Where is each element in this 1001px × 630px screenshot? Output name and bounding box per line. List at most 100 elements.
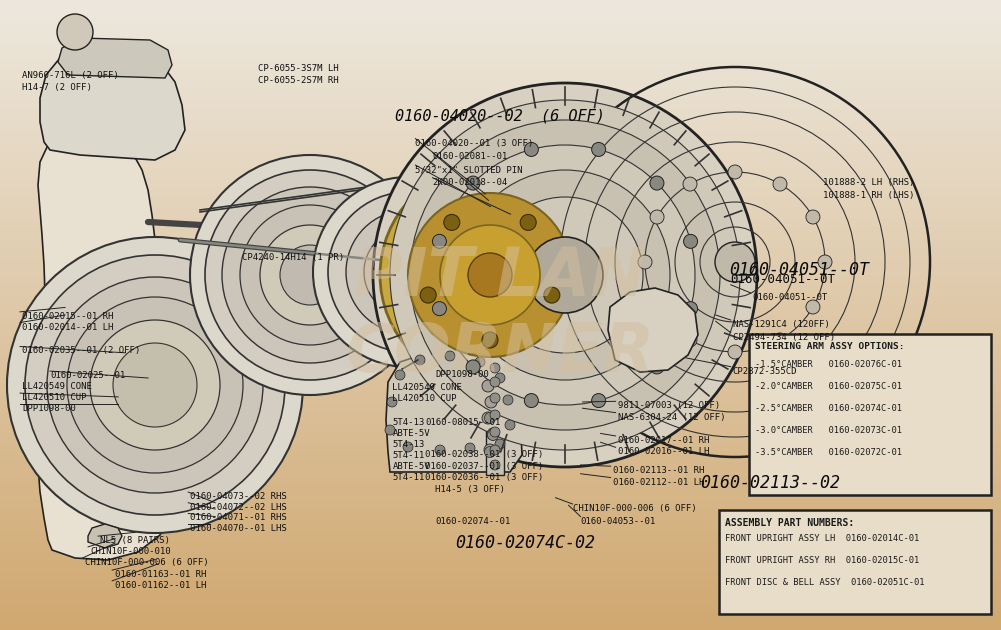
Circle shape bbox=[650, 210, 664, 224]
Circle shape bbox=[495, 439, 505, 449]
Circle shape bbox=[364, 228, 452, 316]
Text: 101888-2 LH (RHS): 101888-2 LH (RHS) bbox=[823, 178, 914, 187]
Text: NL5 (8 PAIRS): NL5 (8 PAIRS) bbox=[100, 536, 170, 545]
Polygon shape bbox=[40, 45, 185, 160]
Circle shape bbox=[67, 297, 243, 473]
Circle shape bbox=[420, 287, 436, 303]
Text: 0160-04020--01 (3 OFF): 0160-04020--01 (3 OFF) bbox=[415, 139, 534, 147]
Circle shape bbox=[684, 302, 698, 316]
Text: ABTE-5V: ABTE-5V bbox=[392, 462, 430, 471]
Text: 0160-02112--01 LH: 0160-02112--01 LH bbox=[613, 478, 704, 486]
Circle shape bbox=[380, 165, 600, 385]
Circle shape bbox=[313, 177, 503, 367]
Text: 0160-04070--01 LHS: 0160-04070--01 LHS bbox=[190, 524, 287, 533]
Circle shape bbox=[222, 187, 398, 363]
Circle shape bbox=[818, 255, 832, 269]
Text: CP-6055-2S7M RH: CP-6055-2S7M RH bbox=[258, 76, 339, 84]
Circle shape bbox=[485, 396, 497, 408]
Circle shape bbox=[435, 445, 445, 455]
Bar bbox=[749, 334, 991, 495]
Circle shape bbox=[487, 197, 643, 353]
Circle shape bbox=[638, 255, 652, 269]
Text: -2.5°CAMBER   0160-02074C-01: -2.5°CAMBER 0160-02074C-01 bbox=[755, 404, 902, 413]
Circle shape bbox=[715, 242, 755, 282]
Text: FRONT UPRIGHT ASSY LH  0160-02014C-01: FRONT UPRIGHT ASSY LH 0160-02014C-01 bbox=[725, 534, 919, 543]
Text: 0160-02113--02: 0160-02113--02 bbox=[701, 474, 841, 492]
Text: 101888-1 RH (LHS): 101888-1 RH (LHS) bbox=[823, 191, 914, 200]
Circle shape bbox=[205, 170, 415, 380]
Circle shape bbox=[490, 410, 500, 420]
Text: LL420549 CONE: LL420549 CONE bbox=[392, 383, 462, 392]
Circle shape bbox=[475, 357, 485, 367]
Circle shape bbox=[328, 192, 488, 352]
Circle shape bbox=[683, 177, 697, 191]
Text: 0160-02014--01 LH: 0160-02014--01 LH bbox=[22, 323, 113, 331]
Circle shape bbox=[484, 413, 495, 423]
Circle shape bbox=[466, 176, 480, 190]
Text: CHIN10F-000-006 (6 OFF): CHIN10F-000-006 (6 OFF) bbox=[573, 504, 697, 513]
Circle shape bbox=[408, 193, 572, 357]
Text: 0160-02036--01 (3 OFF): 0160-02036--01 (3 OFF) bbox=[425, 473, 544, 482]
Text: 0160-02025--01: 0160-02025--01 bbox=[50, 371, 125, 380]
Text: ABTE-5V: ABTE-5V bbox=[392, 429, 430, 438]
Circle shape bbox=[415, 355, 425, 365]
Circle shape bbox=[482, 380, 494, 392]
Circle shape bbox=[440, 225, 540, 325]
Circle shape bbox=[490, 393, 500, 403]
Circle shape bbox=[684, 234, 698, 248]
Bar bbox=[719, 510, 991, 614]
Circle shape bbox=[373, 83, 757, 467]
Circle shape bbox=[260, 225, 360, 325]
Circle shape bbox=[490, 363, 500, 373]
Circle shape bbox=[490, 445, 500, 455]
Polygon shape bbox=[386, 352, 522, 472]
Polygon shape bbox=[88, 524, 122, 548]
Text: 0160-01163--01 RH: 0160-01163--01 RH bbox=[115, 570, 206, 579]
Circle shape bbox=[728, 345, 742, 359]
Circle shape bbox=[390, 100, 740, 450]
Text: 0160-02038--01 (3 OFF): 0160-02038--01 (3 OFF) bbox=[425, 450, 544, 459]
Text: 0160-02081--01: 0160-02081--01 bbox=[432, 152, 508, 161]
Circle shape bbox=[443, 214, 459, 231]
Circle shape bbox=[432, 234, 446, 248]
Text: CP-6055-3S7M LH: CP-6055-3S7M LH bbox=[258, 64, 339, 73]
Text: 0160-02017--01 RH: 0160-02017--01 RH bbox=[618, 436, 709, 445]
Text: H14-5 (3 OFF): H14-5 (3 OFF) bbox=[435, 485, 506, 494]
Circle shape bbox=[482, 412, 494, 424]
Polygon shape bbox=[58, 38, 172, 78]
Text: 0160-04020--02  (6 OFF): 0160-04020--02 (6 OFF) bbox=[395, 109, 606, 124]
Circle shape bbox=[445, 351, 455, 361]
Circle shape bbox=[484, 447, 495, 457]
Text: ASSEMBLY PART NUMBERS:: ASSEMBLY PART NUMBERS: bbox=[725, 518, 854, 529]
Circle shape bbox=[25, 255, 285, 515]
Text: CHIN10F-000-006 (6 OFF): CHIN10F-000-006 (6 OFF) bbox=[85, 558, 209, 567]
Text: 0160-02015--01 RH: 0160-02015--01 RH bbox=[22, 312, 113, 321]
Text: CP4240-14H14 (1 PR): CP4240-14H14 (1 PR) bbox=[242, 253, 344, 262]
Text: FRONT UPRIGHT ASSY RH  0160-02015C-01: FRONT UPRIGHT ASSY RH 0160-02015C-01 bbox=[725, 556, 919, 565]
Text: 0160-04071--01 RHS: 0160-04071--01 RHS bbox=[190, 513, 287, 522]
Text: 2K00-02018--04: 2K00-02018--04 bbox=[432, 178, 508, 186]
Circle shape bbox=[346, 210, 470, 334]
Circle shape bbox=[47, 277, 263, 493]
Circle shape bbox=[403, 442, 413, 452]
Circle shape bbox=[382, 246, 434, 298]
Text: PIT LAN
CORNER: PIT LAN CORNER bbox=[346, 244, 655, 386]
Text: 0160-01162--01 LH: 0160-01162--01 LH bbox=[115, 581, 206, 590]
Circle shape bbox=[432, 302, 446, 316]
Text: NAS-1291C4 (120FF): NAS-1291C4 (120FF) bbox=[733, 320, 830, 329]
Text: 0160-02037--01 (3 OFF): 0160-02037--01 (3 OFF) bbox=[425, 462, 544, 471]
Polygon shape bbox=[38, 127, 182, 560]
Text: 5T4-11: 5T4-11 bbox=[392, 451, 424, 460]
Circle shape bbox=[521, 214, 537, 231]
Text: NAS-6304-24 (12 OFF): NAS-6304-24 (12 OFF) bbox=[618, 413, 725, 421]
Text: 0160-08015--01: 0160-08015--01 bbox=[425, 418, 500, 427]
Text: CHIN10F-000-010: CHIN10F-000-010 bbox=[90, 547, 171, 556]
Text: -3.5°CAMBER   0160-02072C-01: -3.5°CAMBER 0160-02072C-01 bbox=[755, 448, 902, 457]
Circle shape bbox=[503, 395, 513, 405]
Text: 0160-04051--0T: 0160-04051--0T bbox=[729, 261, 869, 280]
Text: 5/32"x1" SLOTTED PIN: 5/32"x1" SLOTTED PIN bbox=[415, 165, 523, 174]
Circle shape bbox=[505, 420, 515, 430]
Circle shape bbox=[527, 237, 603, 313]
Circle shape bbox=[650, 300, 664, 314]
Text: -3.0°CAMBER   0160-02073C-01: -3.0°CAMBER 0160-02073C-01 bbox=[755, 426, 902, 435]
